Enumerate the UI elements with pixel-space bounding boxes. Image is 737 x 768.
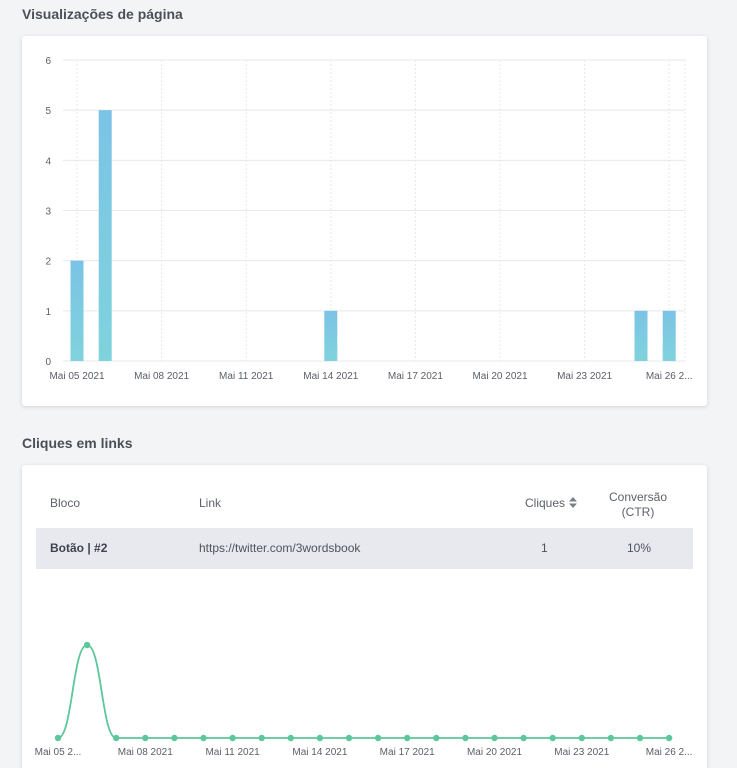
y-tick-label: 1: [45, 307, 51, 318]
x-tick-label: Mai 14 2021: [303, 371, 358, 382]
column-header-conversion-line1: Conversão: [608, 490, 668, 504]
x-tick-label: Mai 17 2021: [388, 371, 443, 382]
data-point: [287, 734, 294, 742]
column-header-block: Bloco: [50, 496, 81, 510]
column-header-clicks[interactable]: Cliques: [525, 496, 578, 511]
row-link[interactable]: https://twitter.com/3wordsbook: [199, 541, 361, 555]
column-header-clicks-label: Cliques: [525, 496, 566, 510]
page-views-bar-chart: 0 1 2 3 4 5 6 Mai 05 2021 Mai 08 2021 Mai 11 2021…: [45, 56, 693, 382]
x-tick-label: Mai 11 2021: [205, 747, 260, 758]
y-tick-label: 2: [45, 257, 51, 268]
data-point: [316, 734, 324, 742]
x-tick-label: Mai 26 2...: [646, 747, 693, 758]
data-point: [374, 734, 382, 742]
y-tick-label: 4: [45, 156, 51, 167]
y-tick-label: 3: [45, 207, 51, 218]
data-point: [491, 734, 498, 742]
link-clicks-card: Bloco Link Cliques Conversão (CTR) Botão…: [22, 465, 707, 768]
x-tick-label: Mai 23 2021: [557, 371, 612, 382]
y-tick-label: 5: [45, 106, 51, 117]
table-row[interactable]: Botão | #2 https://twitter.com/3wordsboo…: [36, 528, 693, 569]
data-point: [607, 734, 615, 742]
data-point: [229, 734, 236, 742]
bar: [634, 310, 648, 361]
x-tick-label: Mai 05 2021: [49, 371, 104, 382]
column-header-link: Link: [199, 496, 222, 510]
x-tick-label: Mai 08 2021: [134, 371, 189, 382]
x-tick-label: Mai 14 2021: [292, 747, 347, 758]
data-point: [665, 734, 673, 742]
link-clicks-title: Cliques em links: [22, 435, 133, 451]
column-header-conversion: Conversão (CTR): [598, 490, 678, 520]
x-tick-label: Mai 05 2...: [35, 747, 82, 758]
x-tick-label: Mai 26 2...: [646, 371, 693, 382]
data-point: [54, 734, 62, 742]
data-point: [83, 641, 91, 649]
bar: [98, 110, 112, 362]
row-conversion: 10%: [627, 541, 652, 555]
bar: [662, 310, 676, 361]
bar: [70, 260, 84, 361]
data-point: [404, 734, 411, 742]
y-tick-label: 0: [45, 357, 51, 368]
bar: [324, 310, 338, 361]
link-clicks-line-chart: Mai 05 2... Mai 08 2021 Mai 11 2021 Mai 14 …: [35, 641, 693, 758]
y-tick-label: 6: [45, 56, 51, 67]
row-clicks: 1: [541, 541, 548, 555]
data-point: [171, 734, 178, 742]
data-point: [345, 734, 353, 742]
data-point: [520, 734, 527, 742]
x-tick-label: Mai 20 2021: [472, 371, 527, 382]
x-tick-label: Mai 23 2021: [554, 747, 609, 758]
page-views-card: 0 1 2 3 4 5 6 Mai 05 2021 Mai 08 2021 Mai 11 2021…: [22, 36, 707, 406]
data-point: [636, 734, 644, 742]
x-tick-label: Mai 08 2021: [118, 747, 173, 758]
row-block: Botão | #2: [50, 541, 108, 555]
data-point: [113, 734, 120, 742]
data-point: [200, 734, 207, 742]
data-point: [433, 734, 440, 742]
series-line: [57, 644, 670, 739]
data-point: [142, 734, 149, 742]
x-tick-label: Mai 11 2021: [219, 371, 274, 382]
x-tick-label: Mai 20 2021: [467, 747, 522, 758]
page-views-title: Visualizações de página: [22, 6, 183, 22]
data-point: [549, 734, 556, 742]
data-point: [258, 734, 265, 742]
sort-icon: [569, 496, 578, 511]
table-header: Bloco Link Cliques Conversão (CTR): [22, 465, 707, 527]
data-point: [578, 734, 585, 742]
x-tick-label: Mai 17 2021: [380, 747, 435, 758]
data-point: [462, 734, 469, 742]
column-header-conversion-line2: (CTR): [621, 505, 655, 519]
